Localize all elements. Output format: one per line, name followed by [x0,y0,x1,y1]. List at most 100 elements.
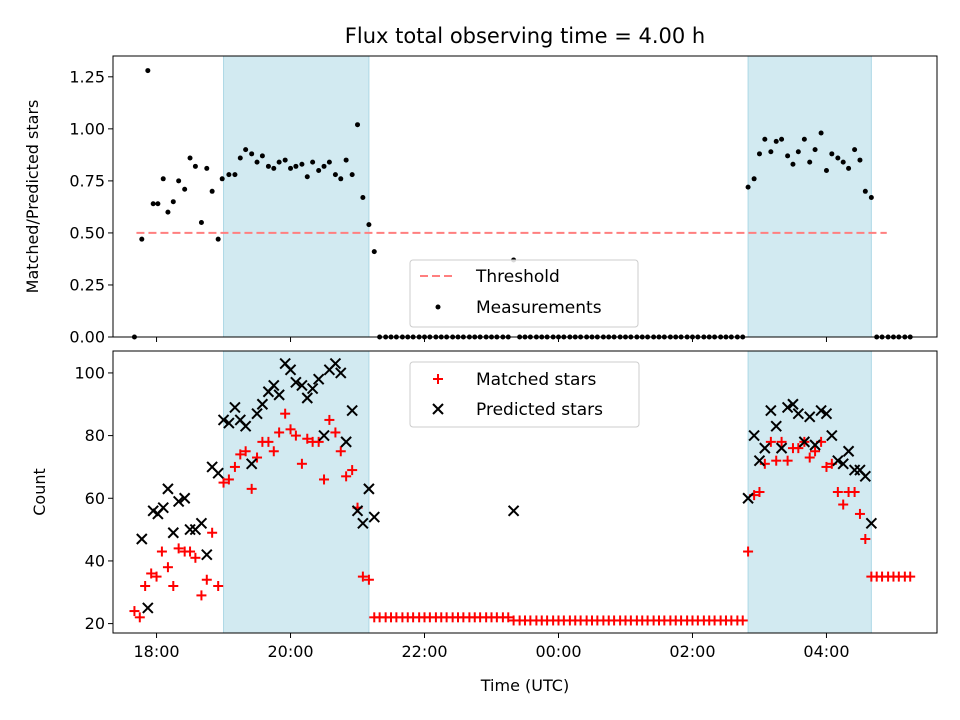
matched-star-point [782,455,793,466]
predicted-star-point [842,445,855,457]
measurement-point [187,155,193,161]
measurement-point [155,201,161,207]
predicted-star-point [167,527,179,539]
measurement-point [829,151,835,157]
predicted-star-point [245,458,258,470]
matched-star-point [324,414,335,425]
measurement-point [226,172,232,178]
measurement-point [785,153,791,159]
predicted-star-point [368,511,380,523]
measurement-point [868,195,874,201]
measurement-point [192,163,198,169]
predicted-star-point [809,439,821,451]
measurement-point [271,165,277,171]
matched-star-point [185,546,196,557]
predicted-star-point [859,470,872,483]
measurement-point [762,136,768,142]
legend-box [409,361,640,428]
measurement-point [343,157,349,163]
measurement-point [282,157,288,163]
measurement-point [215,236,221,242]
matched-star-point [151,571,162,582]
matched-star-point [341,471,352,482]
matched-star-point [335,446,346,457]
observing-window-shades [223,55,872,338]
y-axis-title: Matched/Predicted stars [23,100,42,294]
measurement-point [249,151,255,157]
y-tick-label: 1.00 [69,119,105,138]
predicted-star-point [312,373,325,385]
measurement-point [349,172,355,178]
legend-box [409,259,639,328]
x-tick-label: 00:00 [535,642,581,661]
y-tick-label: 40 [85,551,105,570]
measurement-point [150,201,156,207]
predicted-star-point [832,454,844,467]
measurement-point [326,159,332,165]
measurement-point [310,159,316,165]
matched-star-point [357,571,368,582]
matched-star-point [156,546,167,557]
matched-star-point [263,436,274,447]
predicted-star-point [268,379,280,392]
predicted-star-point [306,382,319,395]
matched-star-point [268,446,279,457]
predicted-star-point [804,411,816,423]
predicted-star-point [318,429,330,442]
predicted-star-point [157,501,169,514]
y-tick-label: 0.25 [69,275,105,294]
predicted-star-point [507,505,520,517]
predicted-star-point [172,495,185,508]
predicted-star-point [273,389,285,401]
measurement-point [840,159,846,165]
matched-star-point [860,534,871,544]
measurement-point [204,165,210,171]
matched-star-point [246,483,257,494]
predicted-star-point [742,492,754,504]
predicted-star-point [301,392,313,404]
measurement-point [795,149,801,155]
y-tick-label: 0.50 [69,223,105,242]
matched-star-point [285,424,296,435]
measurement-point [360,195,366,201]
y-tick-label: 100 [74,363,105,382]
matched-star-point [173,543,184,554]
measurement-point [835,155,841,161]
matched-star-point [302,433,313,444]
matched-star-point [854,508,865,519]
legend-predicted-marker [432,403,444,415]
predicted-star-point [290,376,302,389]
measurement-point [338,176,344,182]
y-axis-ticks: 20 40 60 80 100 [74,363,113,633]
measurement-point [818,130,824,136]
matched-star-point [776,436,787,447]
shaded-interval [223,55,370,338]
y-tick-label: 1.25 [69,67,105,86]
x-axis-ticks [156,337,827,342]
matched-star-point [240,446,251,457]
predicted-star-point [826,429,838,442]
ratio-panel: 0.00 0.25 0.50 0.75 1.00 1.25 Flux total obse… [23,24,938,347]
matched-star-point [196,590,207,601]
y-tick-label: 80 [85,426,105,445]
legend-matched-label: Matched stars [476,370,596,390]
plot-frame [112,55,938,338]
predicted-star-point [251,407,263,420]
measurement-point [316,167,322,173]
matched-star-point [743,546,754,557]
measurement-point [182,186,188,192]
predicted-star-point [329,357,342,370]
predicted-star-point [351,505,364,517]
measurement-point [332,172,338,178]
matched-star-point [207,527,218,538]
predicted-star-point [223,417,235,429]
matched-star-point [363,574,374,585]
x-tick-label: 18:00 [133,642,179,661]
matched-star-point [235,449,246,460]
measurement-point [254,159,260,165]
predicted-star-point [798,436,811,448]
predicted-star-point [837,458,849,470]
measurement-point [756,151,762,157]
measurement-point [139,236,145,242]
x-tick-label: 02:00 [669,642,715,661]
